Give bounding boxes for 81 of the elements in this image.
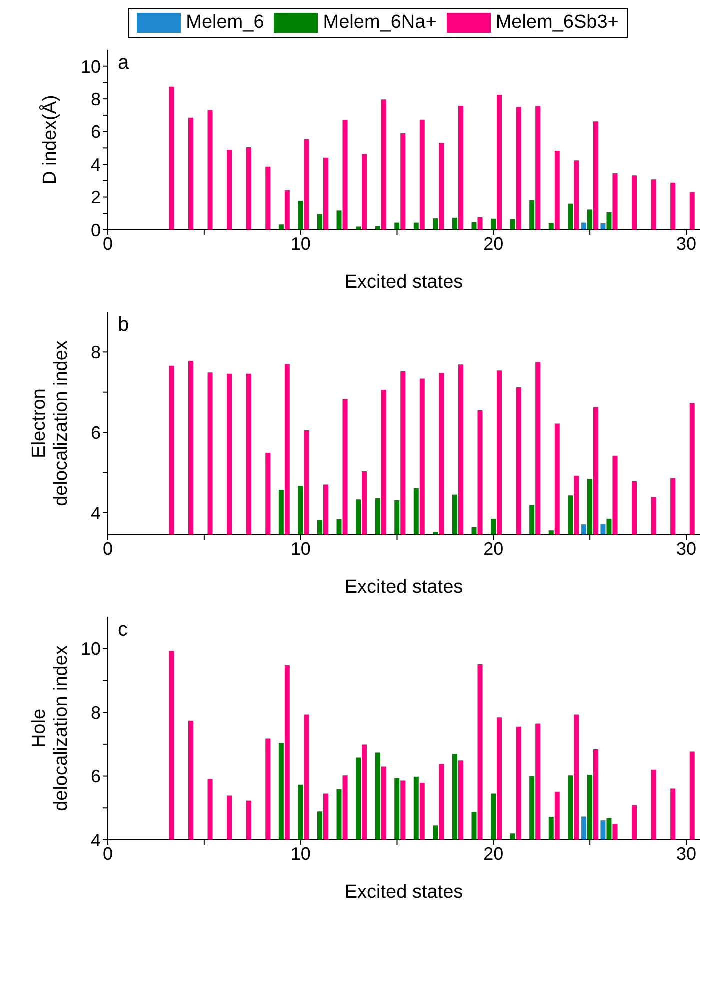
bar — [266, 166, 271, 230]
y-axis-title: Hole delocalization index — [29, 645, 72, 812]
bar — [548, 223, 554, 230]
x-tick-label: 30 — [676, 234, 697, 254]
y-tick-label: 2 — [90, 188, 101, 208]
bar — [510, 219, 516, 230]
bar — [554, 150, 560, 230]
bar — [574, 160, 580, 230]
bar — [600, 223, 606, 230]
bar — [298, 201, 304, 230]
annotation: b — [118, 314, 130, 337]
x-tick-label: 20 — [484, 844, 504, 864]
bar — [458, 106, 464, 230]
bar — [478, 217, 483, 230]
bar — [304, 139, 310, 230]
y-tick-label: 10 — [80, 56, 101, 77]
y-tick-label: 10 — [80, 639, 101, 660]
bar — [394, 222, 400, 230]
bar — [317, 214, 322, 230]
x-tick-label: 10 — [290, 538, 311, 559]
bar — [536, 106, 541, 230]
y-tick-label: 8 — [90, 89, 101, 110]
y-tick-label: 6 — [90, 766, 101, 787]
bar — [581, 222, 586, 230]
bar — [342, 120, 348, 230]
x-tick-label: 20 — [484, 538, 504, 559]
bar — [188, 118, 194, 230]
y-axis-title: D index(Å) — [39, 95, 61, 185]
annotation: c — [118, 619, 128, 642]
legend-label: Melem_6Sb3+ — [496, 12, 619, 34]
y-tick-label: 8 — [90, 342, 101, 363]
bar — [433, 218, 438, 230]
bar — [278, 224, 284, 230]
bar — [356, 226, 362, 230]
bar — [208, 110, 213, 230]
bar — [420, 120, 425, 230]
bar — [568, 204, 574, 230]
bar — [169, 86, 174, 230]
bar — [587, 210, 592, 230]
bar — [491, 218, 496, 230]
bar — [606, 212, 612, 230]
y-tick-label: 0 — [90, 220, 101, 240]
bar — [612, 174, 618, 230]
legend-label: Melem_6Na+ — [323, 12, 437, 34]
x-tick-label: 30 — [676, 844, 697, 864]
bar — [381, 100, 386, 230]
bar — [323, 158, 328, 230]
bar — [472, 222, 477, 230]
bar — [593, 122, 598, 230]
bar — [400, 133, 406, 230]
bar — [362, 154, 368, 230]
legend-label: Melem_6 — [186, 12, 264, 34]
bar — [516, 107, 522, 230]
y-tick-label: 4 — [90, 503, 101, 524]
bar — [530, 200, 535, 230]
bar — [690, 192, 695, 230]
y-tick-label: 4 — [90, 830, 101, 850]
bar — [439, 143, 444, 230]
bar — [336, 210, 342, 230]
x-axis-title: Excited states — [344, 577, 464, 598]
x-tick-label: 10 — [290, 234, 311, 254]
x-axis-title: Excited states — [344, 272, 464, 293]
x-tick-label: 20 — [484, 234, 504, 254]
y-tick-label: 4 — [90, 154, 101, 175]
bar — [414, 222, 419, 230]
bar — [497, 95, 502, 230]
x-axis-title: Excited states — [344, 882, 464, 903]
bar — [284, 190, 290, 230]
bar — [651, 180, 656, 230]
y-tick-label: 6 — [90, 122, 101, 142]
x-tick-label: 30 — [676, 538, 697, 559]
y-axis-title: Electron delocalization index — [29, 340, 72, 506]
bar — [227, 150, 232, 230]
y-tick-label: 8 — [90, 702, 101, 723]
bar — [246, 148, 252, 230]
x-tick-label: 10 — [290, 844, 311, 864]
y-tick-label: 6 — [90, 422, 101, 443]
bar — [632, 176, 638, 230]
bar — [670, 182, 676, 230]
annotation: a — [118, 52, 130, 75]
bar — [452, 218, 458, 230]
